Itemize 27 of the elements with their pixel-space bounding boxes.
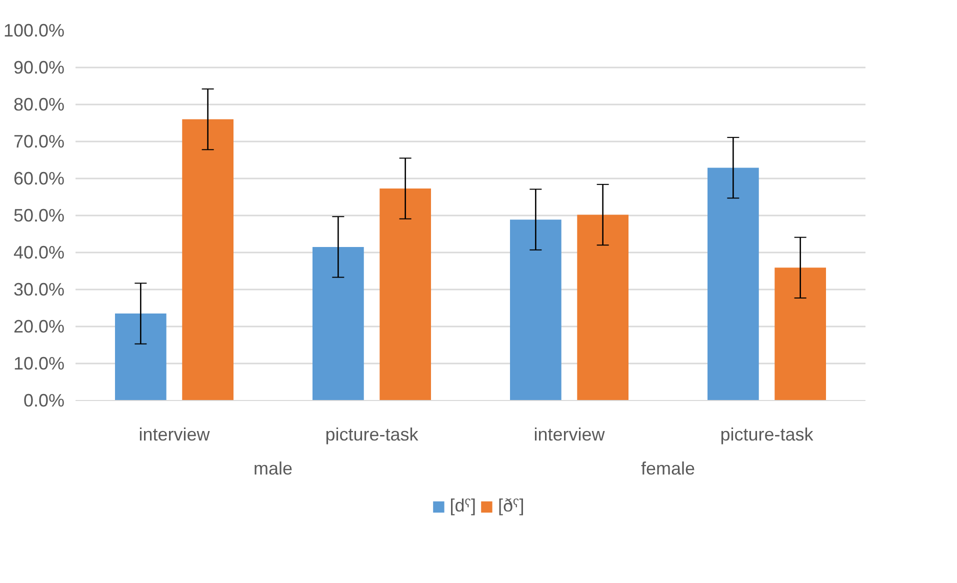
- y-tick-label: 80.0%: [13, 94, 65, 114]
- y-tick-label: 30.0%: [13, 280, 65, 300]
- y-tick-label: 70.0%: [13, 132, 65, 152]
- text: male: [253, 458, 293, 478]
- y-tick-label: 20.0%: [13, 316, 65, 336]
- x-tick-label: picture-task: [325, 424, 420, 444]
- bar: [115, 314, 166, 400]
- bar: [774, 268, 826, 400]
- y-tick-label: 60.0%: [13, 168, 65, 188]
- bar: [577, 214, 628, 400]
- y-tick-label: 10.0%: [13, 354, 65, 374]
- bar: [312, 246, 364, 400]
- x-tick-label: interview: [534, 424, 606, 444]
- legend-label: [ðˤ]: [498, 496, 524, 516]
- y-tick-label: 100.0%: [3, 20, 65, 40]
- y-tick-label: 90.0%: [13, 58, 65, 78]
- x-tick-label: interview: [138, 424, 211, 444]
- y-tick-label: 40.0%: [13, 242, 65, 262]
- y-tick-label: 0.0%: [23, 390, 65, 410]
- bar: [380, 188, 431, 400]
- bar: [510, 220, 562, 400]
- y-tick-label: 50.0%: [13, 206, 65, 226]
- text: female: [640, 458, 696, 478]
- legend-label: [dˤ]: [450, 496, 476, 516]
- x-tick-label: picture-task: [720, 424, 814, 444]
- bar: [708, 168, 759, 400]
- bar: [182, 119, 234, 400]
